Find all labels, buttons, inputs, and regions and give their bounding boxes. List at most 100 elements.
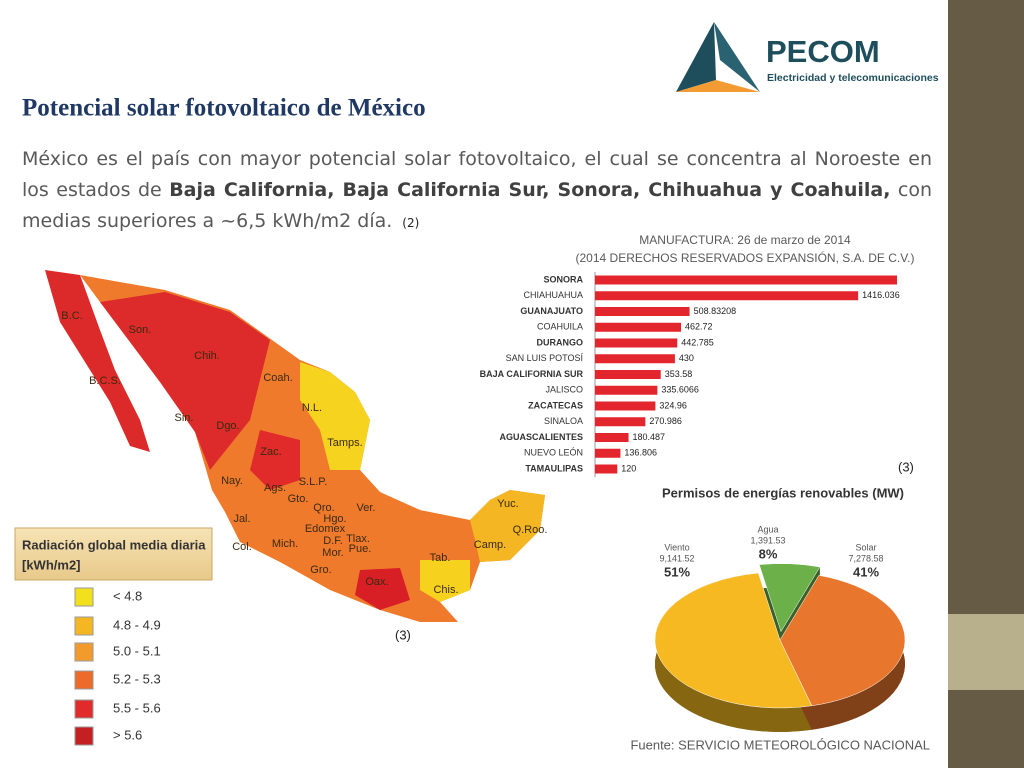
map-label: Tamps.: [327, 437, 362, 449]
bar: [595, 385, 658, 395]
legend-label: < 4.8: [113, 588, 142, 603]
map-label: Camp.: [474, 539, 506, 551]
map-label: Chis.: [433, 584, 458, 596]
category-label: DURANGO: [537, 337, 584, 347]
slide-title: Potencial solar fotovoltaico de México: [22, 95, 426, 122]
slice-percent: 51%: [664, 564, 690, 579]
slice-name: Agua: [757, 524, 778, 534]
chart-subtitle: (2014 DERECHOS RESERVADOS EXPANSIÓN, S.A…: [576, 250, 915, 265]
map-label: Q.Roo.: [513, 524, 548, 536]
legend-label: > 5.6: [113, 727, 142, 742]
map-label: Tab.: [430, 552, 451, 564]
source: Fuente: SERVICIO METEOROLÓGICO NACIONAL: [630, 737, 930, 752]
legend-label: 4.8 - 4.9: [113, 617, 161, 632]
pie-slice: [654, 572, 813, 709]
map-label: Tlax.: [346, 533, 370, 545]
bar: [595, 464, 618, 474]
logo-mark: [714, 22, 760, 92]
map-region: [100, 292, 270, 470]
category-label: SAN LUIS POTOSÍ: [506, 353, 584, 363]
logo-name: PECOM: [766, 34, 880, 69]
map-label: Ags.: [264, 482, 286, 494]
map-region: [420, 560, 470, 602]
value-label: 1416.036: [862, 290, 900, 300]
category-label: SINALOA: [544, 416, 583, 426]
chart-title: MANUFACTURA: 26 de marzo de 2014: [639, 233, 851, 247]
map-label: Coah.: [263, 372, 292, 384]
legend-box: [14, 527, 213, 581]
reference: (3): [898, 459, 914, 474]
map-label: Jal.: [233, 513, 250, 525]
bar: [595, 291, 859, 301]
slice-value: 1,391.53: [750, 535, 785, 545]
map-label: N.L.: [302, 402, 322, 414]
map-label: Mor.: [322, 547, 343, 559]
legend-swatch: [74, 670, 94, 690]
slice-name: Viento: [664, 542, 689, 552]
category-label: BAJA CALIFORNIA SUR: [480, 369, 584, 379]
value-label: 136.806: [624, 448, 657, 458]
legend-label: 5.5 - 5.6: [113, 700, 161, 715]
map-region: [250, 430, 300, 490]
bar: [595, 338, 678, 348]
legend-label: 5.0 - 5.1: [113, 643, 161, 658]
value-label: 180.487: [633, 432, 666, 442]
map-label: Hgo.: [323, 513, 346, 525]
map-label: Gro.: [310, 564, 331, 576]
category-label: ZACATECAS: [528, 400, 583, 410]
side-accent: [948, 614, 1024, 690]
paragraph: México es el país con mayor potencial so…: [22, 144, 932, 239]
map-label: Mich.: [272, 538, 298, 550]
map: [45, 270, 545, 622]
category-label: NUEVO LEÓN: [524, 448, 583, 458]
logo-mark: [676, 80, 760, 92]
category-label: COAHUILA: [537, 322, 583, 332]
reference: (2): [402, 216, 420, 230]
value-label: 270.986: [649, 416, 682, 426]
value-label: 120: [621, 463, 636, 473]
value-label: 508.83208: [694, 306, 737, 316]
map-label: Son.: [129, 324, 152, 336]
category-label: CHIAHUAHUA: [523, 290, 583, 300]
slice-value: 7,278.58: [848, 553, 883, 563]
bar: [595, 401, 656, 411]
map-label: Pue.: [349, 543, 372, 555]
legend-swatch: [74, 726, 94, 746]
map-label: Oax.: [365, 576, 388, 588]
map-region: [45, 270, 150, 452]
value-label: 462.72: [685, 322, 713, 332]
map-label: Nay.: [221, 475, 243, 487]
chart-title: Permisos de energías renovables (MW): [662, 485, 904, 500]
value-label: 335.6066: [661, 385, 699, 395]
bar: [595, 448, 621, 458]
value-label: 430: [679, 353, 694, 363]
legend-swatch: [74, 616, 94, 636]
map-label: Chih.: [194, 350, 220, 362]
legend-swatch: [74, 587, 94, 607]
map-region: [300, 362, 370, 470]
map-region: [470, 490, 545, 562]
map-label: Yuc.: [497, 498, 518, 510]
map-label: D.F.: [323, 535, 343, 547]
bar: [595, 433, 629, 442]
logo-mark: [676, 22, 716, 92]
category-label: SONORA: [543, 274, 583, 284]
map-label: Zac.: [260, 446, 281, 458]
bar: [595, 370, 661, 379]
map-label: Ver.: [357, 502, 376, 514]
map-label: Qro.: [313, 502, 334, 514]
slice-name: Solar: [855, 542, 876, 552]
slice-percent: 8%: [759, 546, 778, 561]
category-label: TAMAULIPAS: [525, 463, 583, 473]
legend-swatch: [74, 642, 94, 662]
bar: [595, 417, 646, 427]
legend-title: Radiación global media diaria: [22, 537, 206, 552]
bar: [595, 275, 897, 285]
pie-slice: [779, 575, 906, 707]
map-label: S.L.P.: [299, 476, 328, 488]
map-label: Gto.: [288, 493, 309, 505]
map-region: [355, 568, 410, 610]
map-label: Sin.: [175, 412, 194, 424]
value-label: 442.785: [681, 337, 714, 347]
map-label: B.C.: [61, 310, 82, 322]
